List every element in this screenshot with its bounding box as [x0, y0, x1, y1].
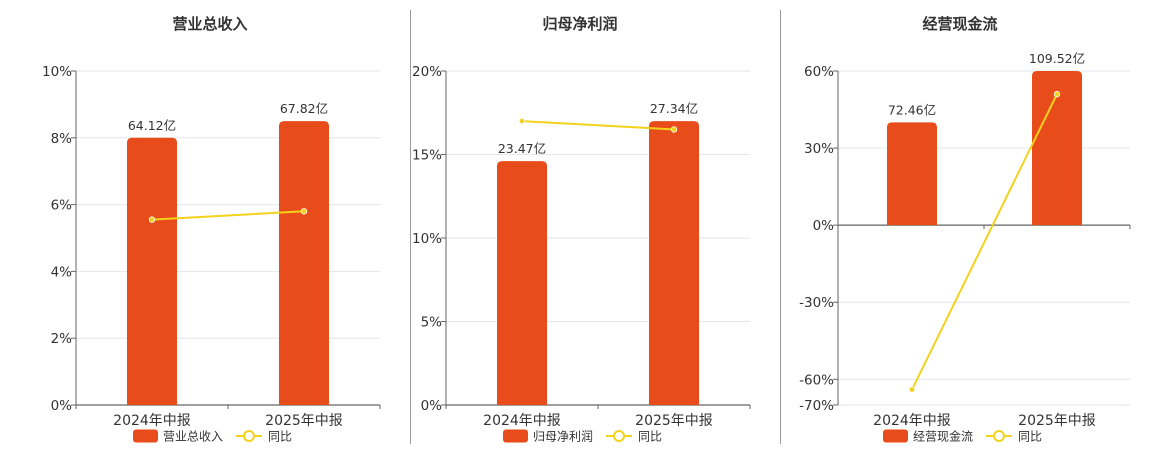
bar-data-label: 64.12亿 [128, 118, 176, 133]
y-tick-label: 20% [412, 64, 442, 80]
x-tick-label: 2024年中报 [113, 413, 191, 429]
y-tick-label: -70% [799, 398, 834, 414]
chart-title: 经营现金流 [922, 15, 997, 33]
y-tick-label: 6% [51, 198, 73, 214]
y-tick-label: 10% [412, 231, 442, 247]
bar-data-label: 109.52亿 [1029, 51, 1085, 66]
bar-data-label: 67.82亿 [280, 101, 328, 116]
y-tick-label: 0% [51, 398, 73, 414]
y-tick-label: 0% [813, 218, 835, 234]
y-tick-label: 2% [51, 331, 73, 347]
legend-bar-swatch [883, 429, 908, 443]
legend-line-label: 同比 [638, 430, 662, 444]
bar [279, 121, 329, 405]
bar [887, 122, 937, 226]
chart-panel-1: 营业总收入 0% 2% 4% 6% 8% 10% 64.12亿 67.82亿 2024年中报 202… [42, 15, 381, 444]
legend-line-label: 同比 [268, 430, 292, 444]
x-tick-label: 2025年中报 [635, 413, 713, 429]
legend-line-label: 同比 [1018, 430, 1042, 444]
line-series [911, 93, 1058, 391]
bar [127, 137, 177, 406]
x-tick-label: 2025年中报 [1018, 413, 1096, 429]
line-point [148, 216, 156, 223]
y-tick-label: 15% [412, 148, 442, 164]
legend-line-marker [993, 430, 1005, 442]
x-tick-label: 2025年中报 [265, 413, 343, 429]
y-tick-label: -60% [799, 372, 834, 388]
legend-bar-label: 归母净利润 [533, 430, 593, 444]
line-point [1053, 90, 1061, 98]
legend-bar-swatch [133, 429, 158, 443]
line-point [518, 117, 526, 125]
chart-panel-3: 经营现金流 -70% -60% -30% 0% 30% 60% 72.46亿 109.52亿 20… [799, 15, 1131, 444]
line-series [521, 120, 675, 131]
bar-data-label: 23.47亿 [498, 141, 546, 156]
y-tick-label: 60% [804, 64, 834, 80]
legend-line-marker [243, 430, 255, 442]
line-series [151, 210, 305, 221]
legend-line-marker [613, 430, 625, 442]
y-tick-label: 10% [42, 64, 72, 80]
legend-bar-label: 经营现金流 [913, 429, 973, 444]
chart-panel-2: 归母净利润 0% 5% 10% 15% 20% 23.47亿 27.34亿 2024年中报 202… [412, 15, 751, 444]
legend-bar-swatch [503, 429, 528, 443]
x-tick-label: 2024年中报 [873, 413, 951, 429]
y-tick-label: -30% [799, 295, 834, 311]
line-point [908, 386, 916, 393]
y-tick-label: 5% [421, 315, 443, 331]
legend-bar-label: 营业总收入 [163, 430, 223, 444]
chart-title: 归母净利润 [542, 15, 617, 33]
line-point [300, 208, 308, 215]
bar [497, 161, 547, 405]
bar-data-label: 72.46亿 [888, 102, 936, 117]
bar [1032, 71, 1082, 226]
y-tick-label: 8% [51, 131, 73, 147]
y-tick-label: 30% [804, 141, 834, 157]
chart-title: 营业总收入 [172, 15, 247, 33]
bar-data-label: 27.34亿 [650, 101, 698, 116]
bar [649, 121, 699, 405]
x-tick-label: 2024年中报 [483, 413, 561, 429]
y-tick-label: 0% [421, 398, 443, 414]
y-tick-label: 4% [51, 264, 73, 280]
line-point [670, 126, 678, 133]
